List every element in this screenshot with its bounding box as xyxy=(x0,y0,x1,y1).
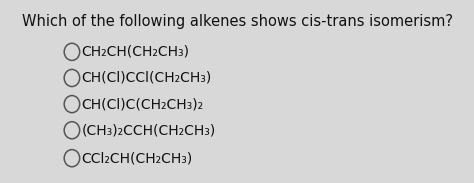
Text: CH(Cl)CCl(CH₂CH₃): CH(Cl)CCl(CH₂CH₃) xyxy=(82,71,211,85)
Text: (CH₃)₂CCH(CH₂CH₃): (CH₃)₂CCH(CH₂CH₃) xyxy=(82,123,216,137)
Text: Which of the following alkenes shows cis-trans isomerism?: Which of the following alkenes shows cis… xyxy=(21,14,453,29)
Text: CH₂CH(CH₂CH₃): CH₂CH(CH₂CH₃) xyxy=(82,45,189,59)
Text: CCl₂CH(CH₂CH₃): CCl₂CH(CH₂CH₃) xyxy=(82,151,192,165)
Text: CH(Cl)C(CH₂CH₃)₂: CH(Cl)C(CH₂CH₃)₂ xyxy=(82,97,203,111)
